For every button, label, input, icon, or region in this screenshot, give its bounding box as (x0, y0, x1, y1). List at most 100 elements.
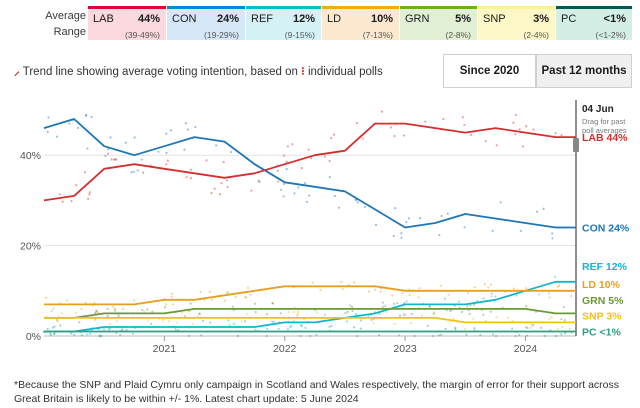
poll-dot-pc (454, 326, 457, 329)
poll-dot-ld (487, 286, 490, 289)
poll-dot-ref (286, 328, 290, 331)
x-tick-label: 2022 (273, 343, 297, 355)
poll-dot-snp (548, 317, 551, 321)
poll-dot-lab (142, 171, 145, 174)
trend-line-ref (44, 280, 576, 333)
party-average: 24% (216, 13, 239, 25)
poll-dot-lab (106, 152, 110, 155)
poll-dot-ld (352, 281, 356, 284)
poll-dot-ref (271, 320, 274, 323)
poll-dot-lab (189, 168, 193, 171)
poll-dot-lab (70, 199, 73, 203)
date-marker-label: 04 Jun (582, 104, 614, 115)
party-range: (2-8%) (445, 30, 471, 40)
poll-dot-con (124, 141, 127, 144)
poll-dot-pc (438, 334, 441, 337)
poll-dot-pc (377, 333, 381, 337)
poll-dot-con (405, 220, 408, 224)
poll-dot-snp (393, 322, 396, 325)
poll-dot-ld (50, 309, 53, 312)
poll-dot-ld (164, 303, 167, 306)
poll-dot-grn (432, 312, 435, 315)
poll-dot-ld (226, 291, 229, 295)
poll-dot-lab (518, 128, 521, 131)
voting-intention-chart[interactable]: 0% 20% 40% 2021 2022 2023 2024 04 Jun Drag for p… (0, 96, 640, 372)
end-label-lab: LAB 44% (582, 132, 628, 144)
poll-dot-pc (431, 334, 434, 338)
poll-dot-grn (560, 317, 563, 321)
poll-dot-lab (286, 145, 289, 148)
poll-dot-lab (258, 180, 261, 183)
poll-dot-pc (514, 334, 517, 338)
poll-dot-snp (109, 323, 112, 326)
poll-dot-con (438, 233, 441, 237)
poll-dot-grn (95, 309, 98, 312)
poll-dot-con (282, 195, 285, 198)
poll-dot-lab (226, 179, 229, 182)
poll-dot-grn (93, 311, 97, 315)
poll-dot-pc (236, 334, 239, 338)
poll-dot-ld (80, 307, 83, 311)
poll-dot-lab (525, 125, 528, 128)
poll-dot-con (104, 154, 107, 157)
poll-dot-grn (146, 308, 149, 311)
poll-dot-snp (295, 313, 299, 316)
poll-dot-snp (464, 327, 467, 330)
poll-dot-pc (554, 334, 558, 338)
poll-dot-con (55, 135, 59, 138)
poll-dot-lab (393, 134, 396, 138)
poll-dot-grn (189, 302, 192, 305)
poll-dot-grn (449, 309, 452, 313)
past-12-months-button[interactable]: Past 12 months (536, 54, 632, 88)
party-range: (9-15%) (284, 30, 315, 40)
footnote: *Because the SNP and Plaid Cymru only ca… (14, 379, 620, 405)
poll-dot-con (157, 150, 160, 153)
poll-dot-pc (80, 334, 83, 337)
poll-dot-con (136, 169, 139, 172)
poll-dot-pc (265, 334, 268, 338)
since-2020-button[interactable]: Since 2020 (443, 54, 536, 88)
date-marker-hint: Drag for past poll averages (582, 117, 627, 135)
row-labels: Average Range (14, 8, 86, 40)
party-name: PC (561, 13, 577, 25)
poll-dot-lab (75, 184, 78, 187)
poll-dot-lab (330, 136, 333, 140)
poll-dot-grn (254, 310, 257, 314)
poll-dot-con (230, 150, 233, 154)
poll-dot-pc (563, 332, 566, 335)
poll-dot-lab (213, 187, 216, 190)
poll-dot-lab (560, 134, 563, 137)
poll-dot-grn (562, 305, 565, 308)
poll-dot-pc (119, 333, 122, 337)
trend-line-lab (43, 122, 576, 202)
end-label-ld: LD 10% (582, 279, 621, 291)
poll-dot-con (257, 179, 260, 182)
subtitle-text-1: Trend line showing average voting intent… (22, 66, 298, 78)
party-average: 5% (455, 13, 471, 25)
poll-dot-con (303, 182, 307, 185)
poll-dot-con (194, 125, 197, 129)
poll-dot-ld (570, 294, 573, 298)
poll-dot-grn (428, 304, 431, 308)
poll-dot-con (90, 115, 93, 119)
poll-dot-grn (253, 302, 257, 305)
poll-dot-ref (346, 310, 349, 314)
poll-dot-con (499, 201, 502, 204)
poll-dot-ld (208, 290, 211, 293)
poll-dot-pc (543, 334, 546, 338)
poll-dot-lab (300, 166, 304, 170)
poll-dot-snp (347, 310, 350, 314)
poll-dot-con (374, 223, 378, 227)
poll-dot-ld (319, 288, 322, 291)
end-label-con: CON 24% (582, 223, 630, 235)
poll-dot-ref (443, 297, 447, 300)
poll-dot-con (333, 194, 337, 198)
poll-dot-ref (50, 333, 53, 337)
poll-dot-snp (297, 312, 300, 315)
poll-dot-lab (114, 157, 117, 161)
poll-dot-ld (311, 281, 314, 284)
trend-line-grn (44, 308, 576, 319)
poll-dot-ld (65, 299, 69, 302)
poll-dot-pc (479, 333, 482, 337)
poll-dot-lab (140, 158, 143, 161)
